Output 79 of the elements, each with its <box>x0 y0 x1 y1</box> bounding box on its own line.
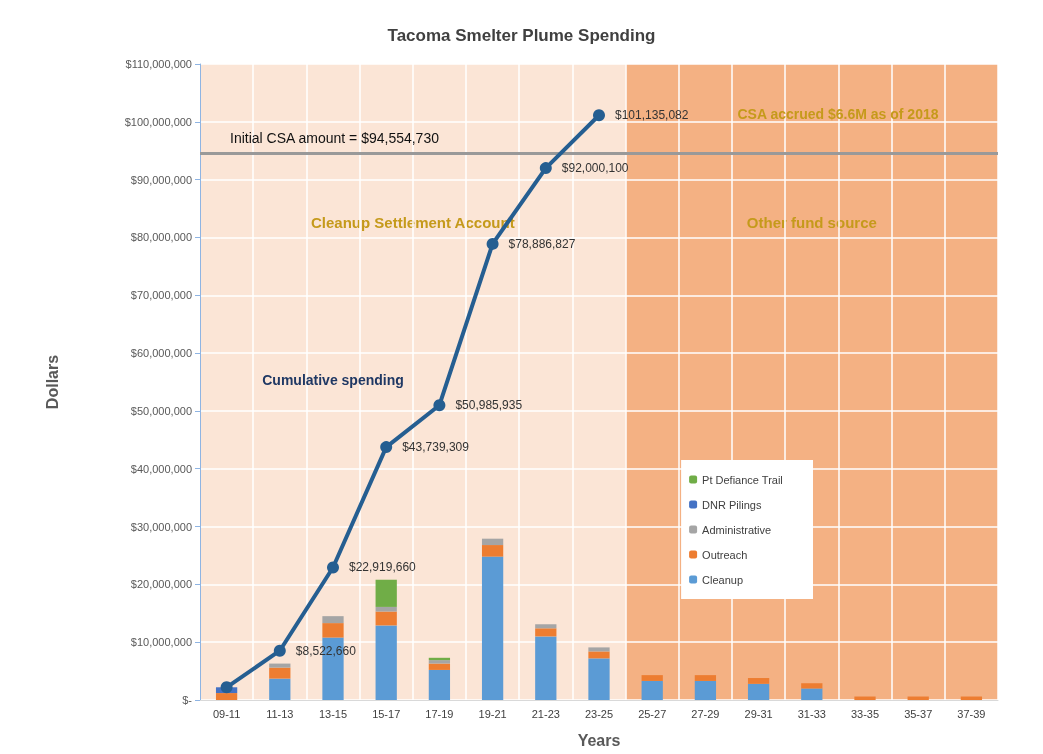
y-tick-label: $100,000,000 <box>124 115 192 128</box>
bar <box>535 628 557 637</box>
x-tick-label: 13-15 <box>318 707 348 720</box>
bar <box>588 658 610 700</box>
data-label: $22,919,660 <box>349 560 417 575</box>
x-tick-label: 29-31 <box>744 707 773 720</box>
bar <box>747 683 770 700</box>
point <box>380 441 393 454</box>
text: Cumulative spending <box>262 372 404 389</box>
bar <box>428 663 451 670</box>
bar <box>801 683 823 689</box>
x-tick-label: 27-29 <box>691 707 720 720</box>
point <box>327 561 339 574</box>
bar <box>641 680 663 700</box>
x-tick-label: 33-35 <box>850 707 880 720</box>
x-tick-label: 09-11 <box>212 707 241 720</box>
x-tick-label: 35-37 <box>904 707 933 720</box>
data-label: $50,985,935 <box>455 398 523 413</box>
bar <box>375 606 397 612</box>
bar <box>269 667 291 679</box>
point <box>486 237 499 250</box>
legend-label: Cleanup <box>702 573 744 586</box>
chart-title: Tacoma Smelter Plume Spending <box>387 26 656 45</box>
bar <box>481 556 504 700</box>
data-label: $92,000,100 <box>561 161 629 176</box>
legend-label: Administrative <box>702 523 772 536</box>
legend-label: Outreach <box>702 548 748 561</box>
bar <box>375 611 397 626</box>
x-tick-label: 25-27 <box>638 707 667 720</box>
bar <box>269 663 291 668</box>
bar <box>801 688 823 700</box>
bar <box>694 675 717 681</box>
y-tick-label: $20,000,000 <box>130 578 192 591</box>
x-tick-label: 17-19 <box>425 707 454 720</box>
y-tick-label: $80,000,000 <box>130 231 192 244</box>
y-tick-label: $40,000,000 <box>130 462 192 475</box>
y-axis-title: Dollars <box>43 354 61 410</box>
y-tick-label: $50,000,000 <box>130 404 192 417</box>
bar <box>322 616 344 624</box>
y-tick-label: $90,000,000 <box>130 173 192 186</box>
y-tick-label: $30,000,000 <box>130 520 192 533</box>
legend-label: Pt Defiance Trail <box>702 473 783 486</box>
bar <box>375 625 397 700</box>
point <box>593 109 605 122</box>
bar <box>215 693 238 700</box>
point <box>539 162 552 175</box>
point <box>220 681 233 694</box>
bar <box>641 675 663 681</box>
x-tick-label: 31-33 <box>797 707 826 720</box>
x-tick-label: 37-39 <box>957 707 986 720</box>
y-tick-label: $10,000,000 <box>130 636 192 649</box>
point <box>273 644 286 657</box>
x-tick-label: 23-25 <box>584 707 614 720</box>
x-axis-title: Years <box>577 731 621 749</box>
ref-line-label: Initial CSA amount = $94,554,730 <box>230 130 440 147</box>
data-label: $78,886,827 <box>508 236 576 251</box>
y-tick-label: $- <box>182 694 193 706</box>
bar <box>322 623 344 638</box>
bar <box>428 669 451 700</box>
x-tick-label: 11-13 <box>266 707 294 720</box>
bar <box>535 636 557 700</box>
bar <box>535 624 557 629</box>
bar <box>269 678 291 700</box>
x-tick-label: 21-23 <box>531 707 560 720</box>
bar <box>588 647 610 652</box>
bar <box>588 651 610 659</box>
data-label: $43,739,309 <box>402 440 470 455</box>
y-tick-label: $70,000,000 <box>130 289 192 302</box>
legend-label: DNR Pilings <box>702 498 762 511</box>
bar <box>481 545 504 557</box>
y-tick-label: $60,000,000 <box>130 347 192 360</box>
bar <box>481 538 504 546</box>
y-tick-label: $110,000,000 <box>125 58 192 70</box>
bar <box>694 680 717 700</box>
bar <box>747 678 770 684</box>
point <box>433 399 446 412</box>
x-tick-label: 19-21 <box>478 707 507 720</box>
bar <box>375 579 397 607</box>
x-tick-label: 15-17 <box>372 707 401 720</box>
